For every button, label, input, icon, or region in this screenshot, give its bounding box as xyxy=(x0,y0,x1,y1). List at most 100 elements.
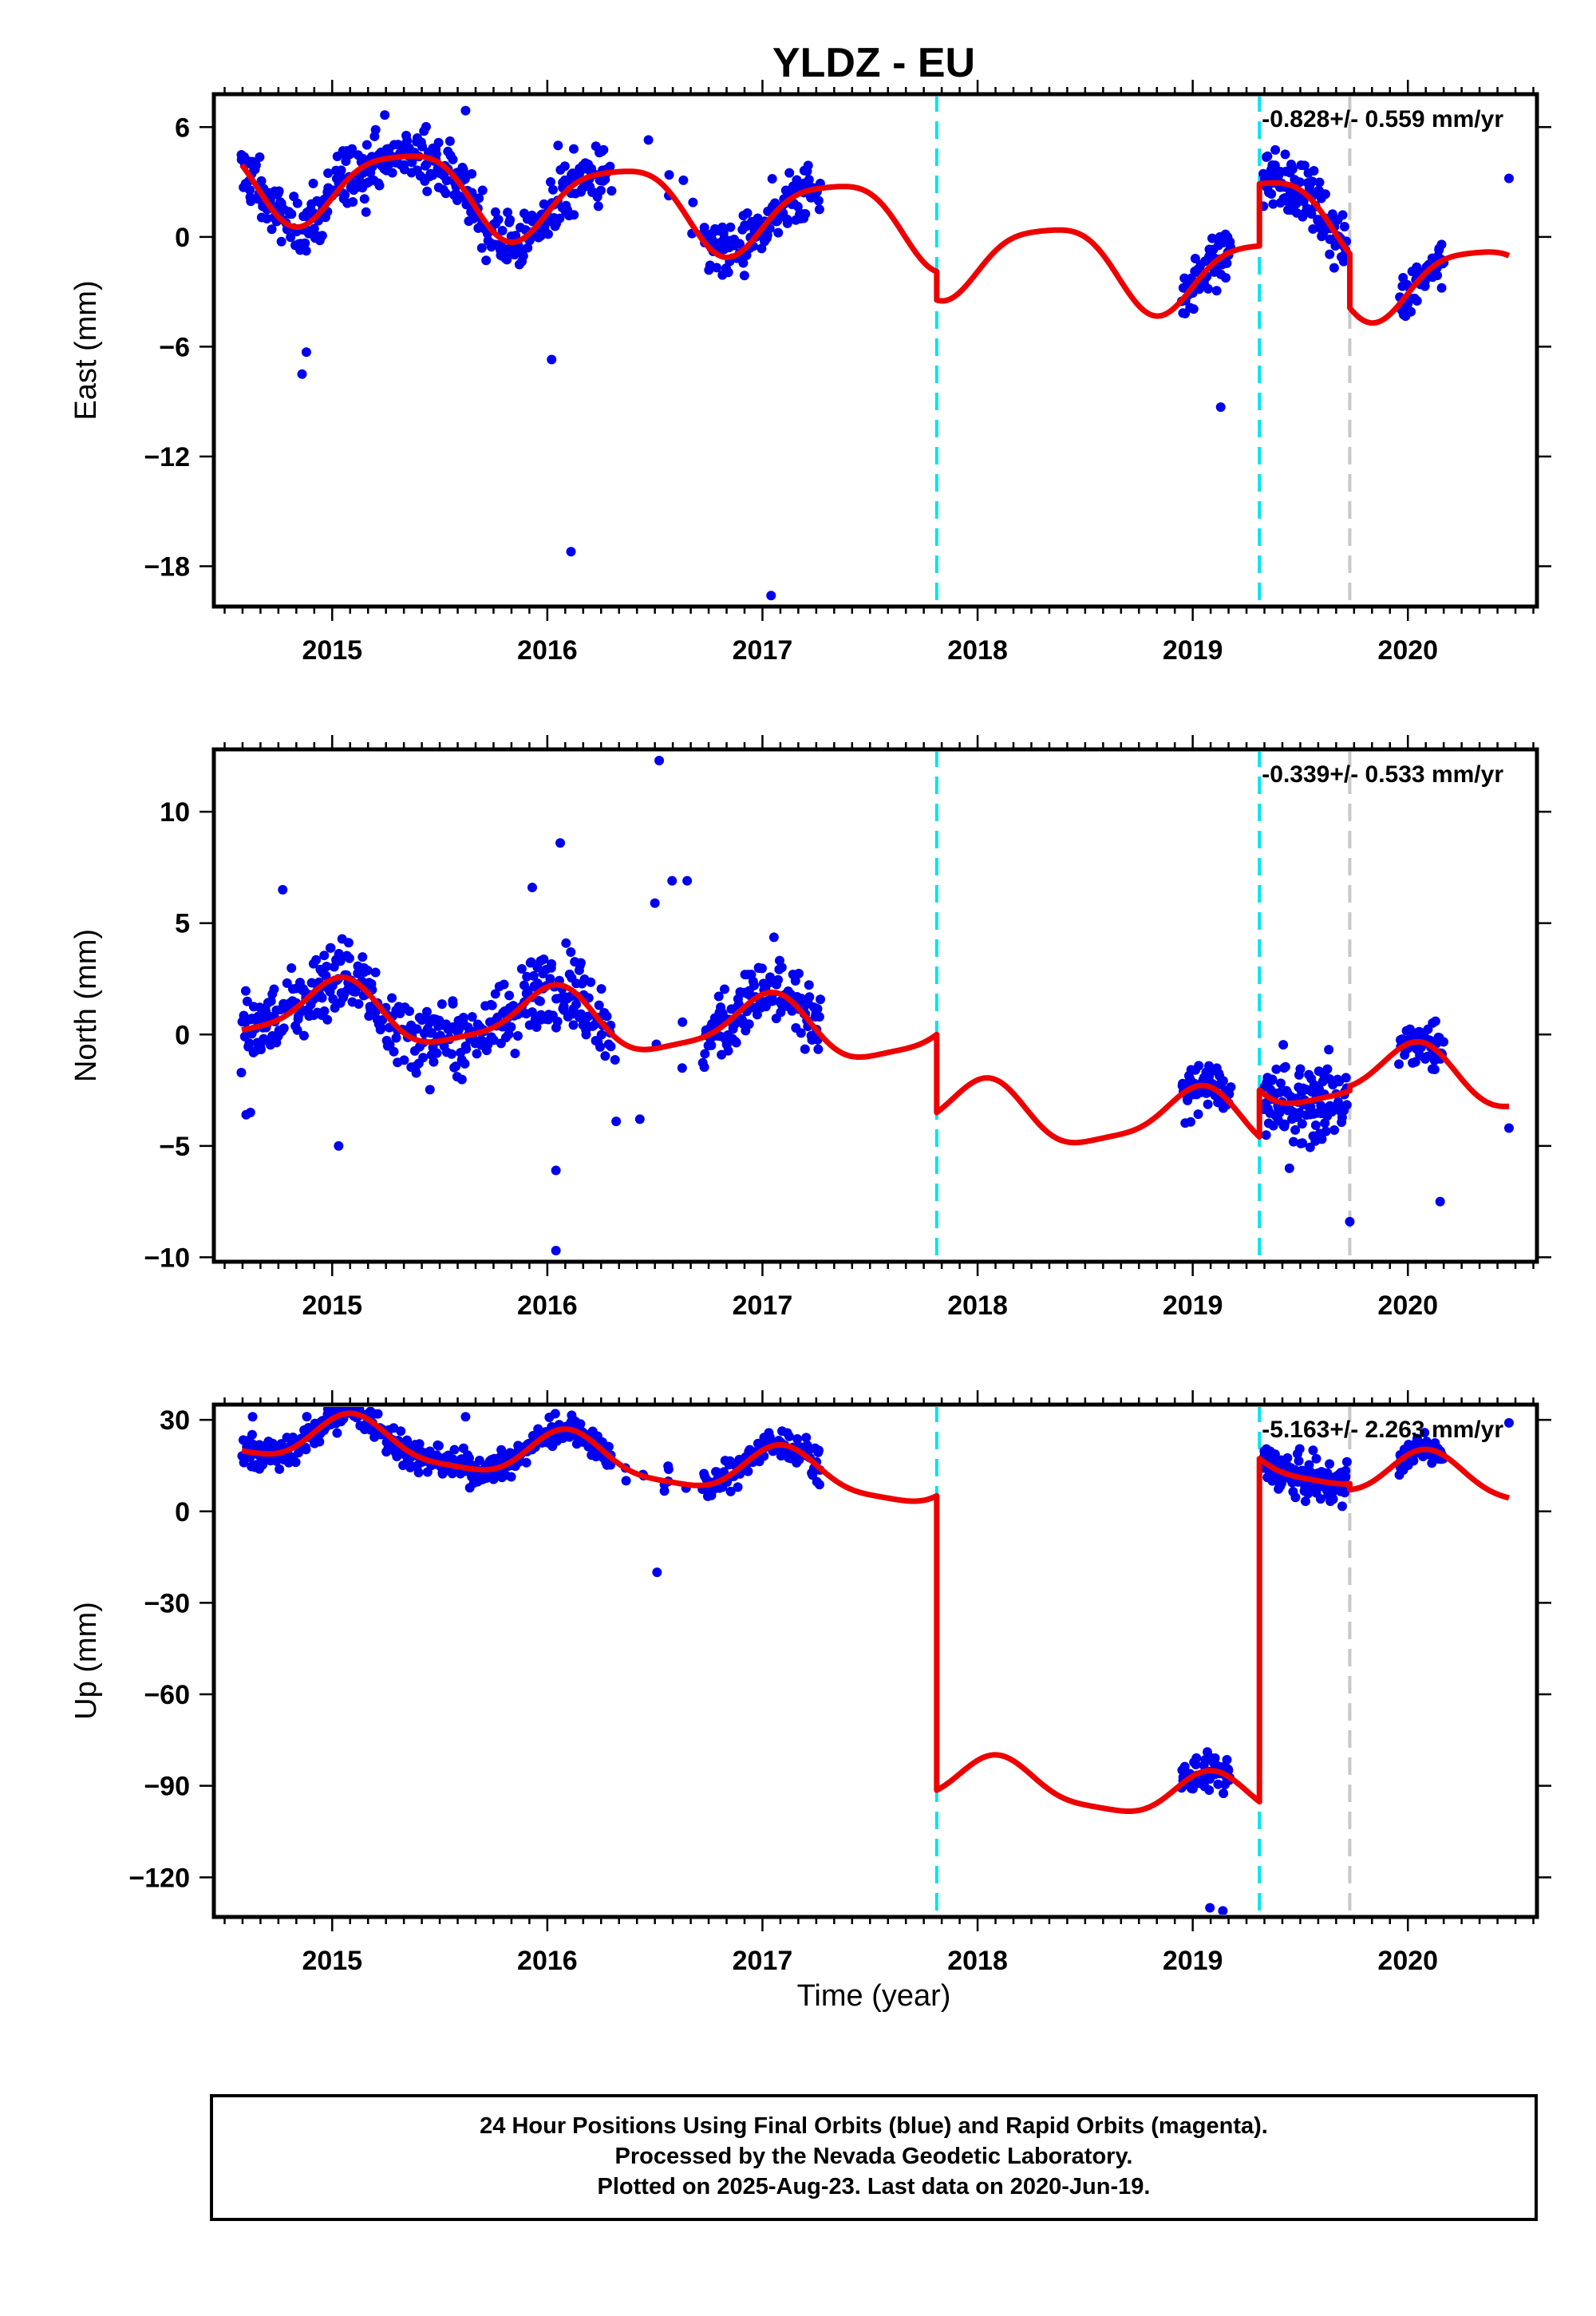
data-point xyxy=(575,1419,586,1429)
outlier-point xyxy=(551,1246,561,1256)
data-point xyxy=(523,243,533,253)
data-point xyxy=(739,271,749,281)
data-point xyxy=(700,1049,710,1059)
outlier-point xyxy=(766,591,776,601)
data-point xyxy=(800,208,811,219)
data-point xyxy=(1193,1109,1203,1120)
data-point xyxy=(813,1044,824,1054)
data-point xyxy=(659,1486,670,1496)
data-point xyxy=(1268,199,1278,209)
data-point xyxy=(389,1046,399,1057)
data-point xyxy=(793,968,804,978)
footer-line-2: Processed by the Nevada Geodetic Laborat… xyxy=(615,2144,1133,2169)
data-point xyxy=(1324,1045,1334,1055)
data-point xyxy=(476,1035,487,1045)
data-point xyxy=(784,168,795,178)
plot-frame xyxy=(211,92,1539,609)
data-point xyxy=(433,137,444,148)
outlier-point xyxy=(297,369,307,379)
data-point xyxy=(734,239,745,249)
x-tick-label: 2016 xyxy=(517,1290,578,1321)
y-tick-label: −18 xyxy=(144,552,190,583)
outlier-point xyxy=(667,875,678,886)
data-point xyxy=(776,962,787,973)
data-point xyxy=(502,255,512,265)
outlier-point xyxy=(247,1412,258,1422)
x-tick-label: 2020 xyxy=(1377,1946,1438,1976)
data-point xyxy=(1207,233,1218,243)
data-point xyxy=(490,207,500,217)
data-point xyxy=(499,979,509,990)
y-tick-label: 30 xyxy=(160,1405,190,1436)
data-point xyxy=(678,1017,688,1027)
data-point xyxy=(279,1023,289,1034)
data-point xyxy=(1439,1037,1449,1047)
data-point xyxy=(816,994,826,1005)
data-point xyxy=(488,1035,499,1045)
data-point xyxy=(677,1063,687,1073)
data-point xyxy=(286,232,296,243)
data-point xyxy=(792,201,803,211)
data-point xyxy=(402,136,413,146)
data-point xyxy=(417,141,427,152)
data-point xyxy=(374,180,385,191)
data-point xyxy=(1341,1472,1351,1482)
data-point xyxy=(290,1457,301,1468)
data-point xyxy=(497,226,508,236)
data-point xyxy=(311,954,322,965)
data-point xyxy=(545,176,555,187)
data-point xyxy=(555,213,565,223)
data-point xyxy=(301,1445,311,1455)
data-point xyxy=(610,1054,620,1065)
x-tick-label: 2019 xyxy=(1163,1290,1223,1321)
x-tick-label: 2016 xyxy=(517,635,578,666)
data-point xyxy=(814,1012,824,1022)
data-point xyxy=(1187,1784,1198,1794)
data-point xyxy=(699,1062,709,1073)
y-axis-label: North (mm) xyxy=(69,929,103,1082)
data-point xyxy=(247,1429,257,1440)
data-point xyxy=(518,251,528,261)
data-point xyxy=(1308,223,1318,234)
data-point xyxy=(744,1019,754,1030)
data-point xyxy=(1294,1456,1304,1466)
data-point xyxy=(343,938,354,948)
data-point xyxy=(505,215,516,225)
data-point xyxy=(467,1012,477,1022)
data-point xyxy=(1203,1099,1213,1109)
data-point xyxy=(431,149,441,160)
outlier-point xyxy=(652,1567,662,1578)
data-point xyxy=(706,1040,717,1050)
data-point xyxy=(1338,256,1349,267)
outlier-point xyxy=(1503,1417,1514,1428)
data-point xyxy=(441,176,452,186)
y-tick-label: −120 xyxy=(128,1863,190,1893)
data-point xyxy=(606,186,617,196)
data-point xyxy=(1328,1494,1338,1504)
x-tick-label: 2015 xyxy=(302,1290,362,1321)
data-point xyxy=(421,1006,432,1017)
data-point xyxy=(319,951,330,961)
data-point xyxy=(380,110,390,121)
data-point xyxy=(314,1437,325,1447)
data-point xyxy=(800,1044,810,1054)
data-point xyxy=(548,184,559,195)
data-point xyxy=(370,1007,381,1018)
data-point xyxy=(1278,1040,1289,1050)
data-point xyxy=(768,932,779,943)
data-point xyxy=(1314,177,1325,188)
data-point xyxy=(354,998,364,1009)
data-point xyxy=(389,1423,399,1433)
x-tick-label: 2017 xyxy=(733,1290,793,1321)
data-point xyxy=(286,962,297,973)
data-point xyxy=(405,1006,415,1016)
data-point xyxy=(528,970,539,981)
data-point xyxy=(552,1016,563,1026)
outlier-point xyxy=(338,146,348,156)
data-point xyxy=(376,1023,386,1034)
data-point xyxy=(743,1466,753,1476)
data-point xyxy=(723,267,733,278)
data-point xyxy=(413,1468,424,1478)
data-point xyxy=(396,1426,406,1437)
data-point xyxy=(262,214,272,224)
